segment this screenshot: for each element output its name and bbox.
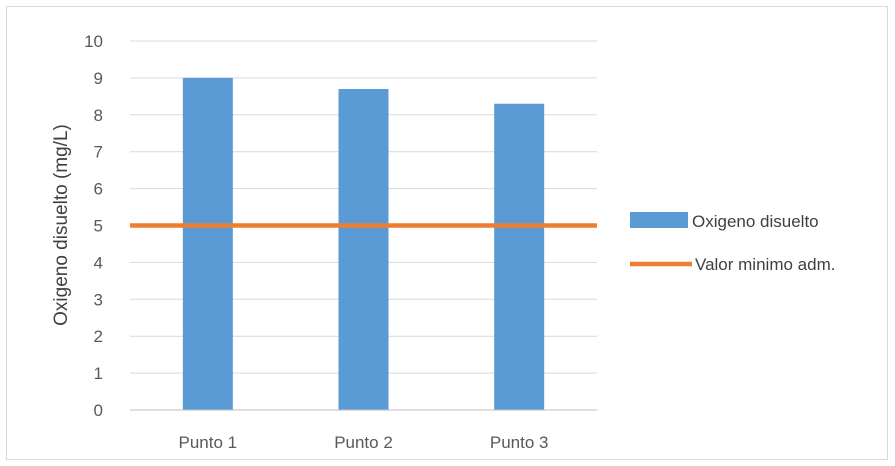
chart-frame bbox=[6, 6, 888, 460]
x-tick-label: Punto 3 bbox=[490, 433, 549, 452]
legend-label: Oxigeno disuelto bbox=[692, 212, 819, 231]
x-tick-label: Punto 2 bbox=[334, 433, 393, 452]
y-tick-label: 1 bbox=[94, 364, 103, 383]
legend-label: Valor minimo adm. bbox=[695, 255, 835, 274]
y-tick-label: 2 bbox=[94, 327, 103, 346]
y-tick-label: 9 bbox=[94, 69, 103, 88]
y-tick-label: 4 bbox=[94, 253, 103, 272]
bar-3 bbox=[494, 103, 545, 410]
y-axis-ticks: 0 1 2 3 4 5 6 7 8 9 10 bbox=[84, 32, 103, 420]
y-tick-label: 0 bbox=[94, 401, 103, 420]
y-tick-label: 5 bbox=[94, 217, 103, 236]
y-tick-label: 3 bbox=[94, 290, 103, 309]
y-axis-title: Oxigeno disuelto (mg/L) bbox=[51, 124, 72, 326]
y-tick-label: 7 bbox=[94, 143, 103, 162]
x-axis-ticks: Punto 1 Punto 2 Punto 3 bbox=[179, 433, 549, 452]
legend: Oxigeno disuelto Valor minimo adm. bbox=[630, 212, 835, 274]
bar-2 bbox=[338, 88, 389, 410]
y-tick-label: 8 bbox=[94, 106, 103, 125]
legend-swatch-bar bbox=[630, 212, 688, 228]
y-tick-label: 6 bbox=[94, 180, 103, 199]
bar-1 bbox=[182, 77, 233, 411]
bar-series bbox=[182, 77, 545, 411]
y-tick-label: 10 bbox=[84, 32, 103, 51]
x-tick-label: Punto 1 bbox=[179, 433, 238, 452]
